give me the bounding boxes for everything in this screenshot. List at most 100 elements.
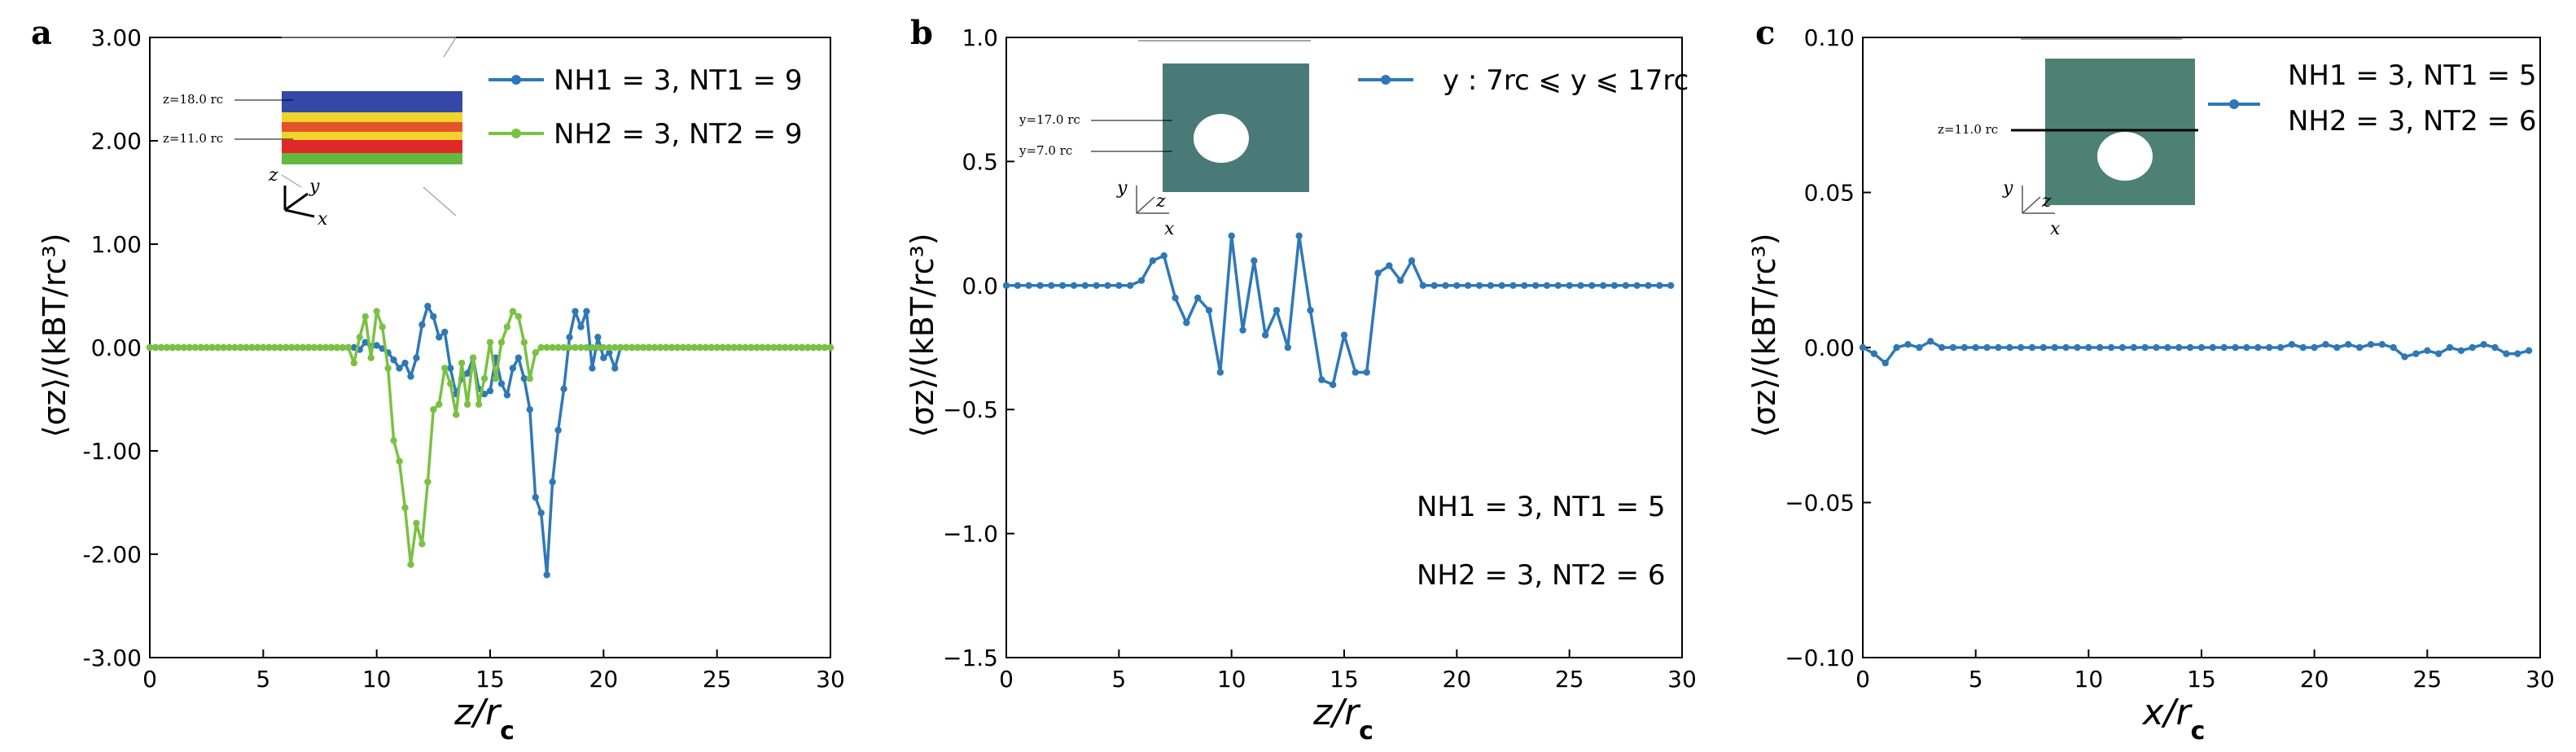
data-point xyxy=(486,387,494,395)
data-point xyxy=(1430,282,1438,289)
svg-text:x: x xyxy=(2050,219,2061,239)
data-point xyxy=(327,343,335,352)
data-point xyxy=(2288,340,2296,348)
data-point xyxy=(186,343,193,352)
annotation: NH1 = 3, NT1 = 5 xyxy=(1417,491,1666,523)
data-point xyxy=(2164,343,2171,352)
x-tick-label: 10 xyxy=(1217,666,1246,693)
data-point xyxy=(543,343,550,352)
data-point xyxy=(566,343,573,352)
data-point xyxy=(1870,350,1878,357)
data-point xyxy=(401,504,409,512)
data-point xyxy=(2197,343,2206,352)
panel-letter: b xyxy=(910,14,933,52)
data-point xyxy=(560,385,567,392)
y-tick-label: 0.00 xyxy=(91,334,142,361)
data-point xyxy=(606,349,613,356)
data-point xyxy=(770,343,778,352)
data-point xyxy=(2514,350,2521,357)
data-point xyxy=(520,374,528,383)
data-point xyxy=(2412,350,2420,357)
data-point xyxy=(1194,294,1202,302)
data-point xyxy=(2322,340,2329,348)
data-point xyxy=(401,359,409,367)
svg-text:y: y xyxy=(309,177,320,197)
data-point xyxy=(180,343,187,352)
data-point xyxy=(396,365,403,372)
data-point xyxy=(1531,282,1540,289)
inset-label: z=11.0 rc xyxy=(1938,122,1998,137)
inset-label: y=17.0 rc xyxy=(1019,112,1080,127)
y-axis-label: ⟨σz⟩/(kBT/rc³) xyxy=(1746,233,1782,437)
data-point xyxy=(1645,282,1652,289)
data-point xyxy=(742,343,749,352)
data-point xyxy=(379,323,386,330)
data-point xyxy=(1386,262,1393,269)
data-point xyxy=(1972,343,1979,352)
data-point xyxy=(1859,343,1867,352)
legend-entry: NH1 = 3, NT1 = 5 xyxy=(2288,59,2537,92)
data-point xyxy=(747,343,755,352)
y-tick-label: −1.0 xyxy=(943,521,998,548)
x-tick-label: 5 xyxy=(1111,666,1126,693)
data-point xyxy=(350,359,357,367)
data-point xyxy=(2333,343,2341,352)
data-point xyxy=(815,343,823,352)
data-point xyxy=(2118,343,2127,352)
data-point xyxy=(1251,257,1258,265)
data-point xyxy=(469,354,477,361)
x-tick-label: 0 xyxy=(142,666,157,693)
data-point xyxy=(203,343,210,352)
x-tick-label: 20 xyxy=(589,666,619,693)
data-point xyxy=(1509,282,1517,289)
data-point xyxy=(243,343,250,352)
legend-entry: NH2 = 3, NT2 = 9 xyxy=(554,118,803,151)
data-point xyxy=(1081,282,1089,289)
data-point xyxy=(2232,343,2239,352)
data-point xyxy=(611,365,619,372)
data-point xyxy=(1048,282,1055,289)
data-point xyxy=(1172,294,1179,302)
data-point xyxy=(537,343,545,352)
data-point xyxy=(673,343,681,352)
data-point xyxy=(2051,343,2058,352)
svg-text:z: z xyxy=(2041,191,2052,212)
data-point xyxy=(1058,282,1067,289)
data-point xyxy=(463,369,471,377)
data-point xyxy=(2355,343,2364,352)
data-point xyxy=(339,343,347,352)
panel-c: c 0 5 10 15 20 25 30 −0.10 −0.05 0.00 0.05 0.10 ⟨σz… xyxy=(1746,14,2555,745)
data-point xyxy=(787,343,795,352)
plot-area: 0 5 10 15 20 25 30 -3.00 -2.00 -1.00 0.00 1.00 2.00 3… xyxy=(83,24,845,693)
data-point xyxy=(1307,307,1314,314)
data-point xyxy=(1239,326,1246,334)
data-point xyxy=(1014,282,1022,289)
annotation: NH2 = 3, NT2 = 6 xyxy=(1417,559,1666,592)
data-point xyxy=(1295,232,1303,240)
data-point xyxy=(2390,343,2397,352)
svg-text:z: z xyxy=(268,165,278,186)
data-point xyxy=(163,343,171,352)
data-point xyxy=(287,343,296,352)
y-tick-label: -3.00 xyxy=(83,645,142,671)
data-point xyxy=(463,400,471,409)
data-point xyxy=(1487,282,1495,289)
data-point xyxy=(1521,282,1528,289)
data-point xyxy=(1610,282,1619,289)
data-point xyxy=(2006,343,2013,352)
data-point xyxy=(436,334,443,341)
data-point xyxy=(1261,331,1269,339)
data-point xyxy=(191,343,199,352)
data-point xyxy=(2367,340,2375,348)
data-point xyxy=(532,349,539,356)
data-point xyxy=(2243,343,2250,352)
legend-b: y : 7rc ⩽ y ⩽ 17rc xyxy=(1358,64,1689,97)
data-point xyxy=(1374,269,1382,277)
svg-text:y: y xyxy=(1116,178,1128,199)
data-point xyxy=(583,343,590,352)
data-point xyxy=(390,437,397,444)
data-point xyxy=(197,343,204,352)
data-point xyxy=(826,343,835,352)
data-point xyxy=(1882,359,1889,367)
data-point xyxy=(776,343,783,352)
